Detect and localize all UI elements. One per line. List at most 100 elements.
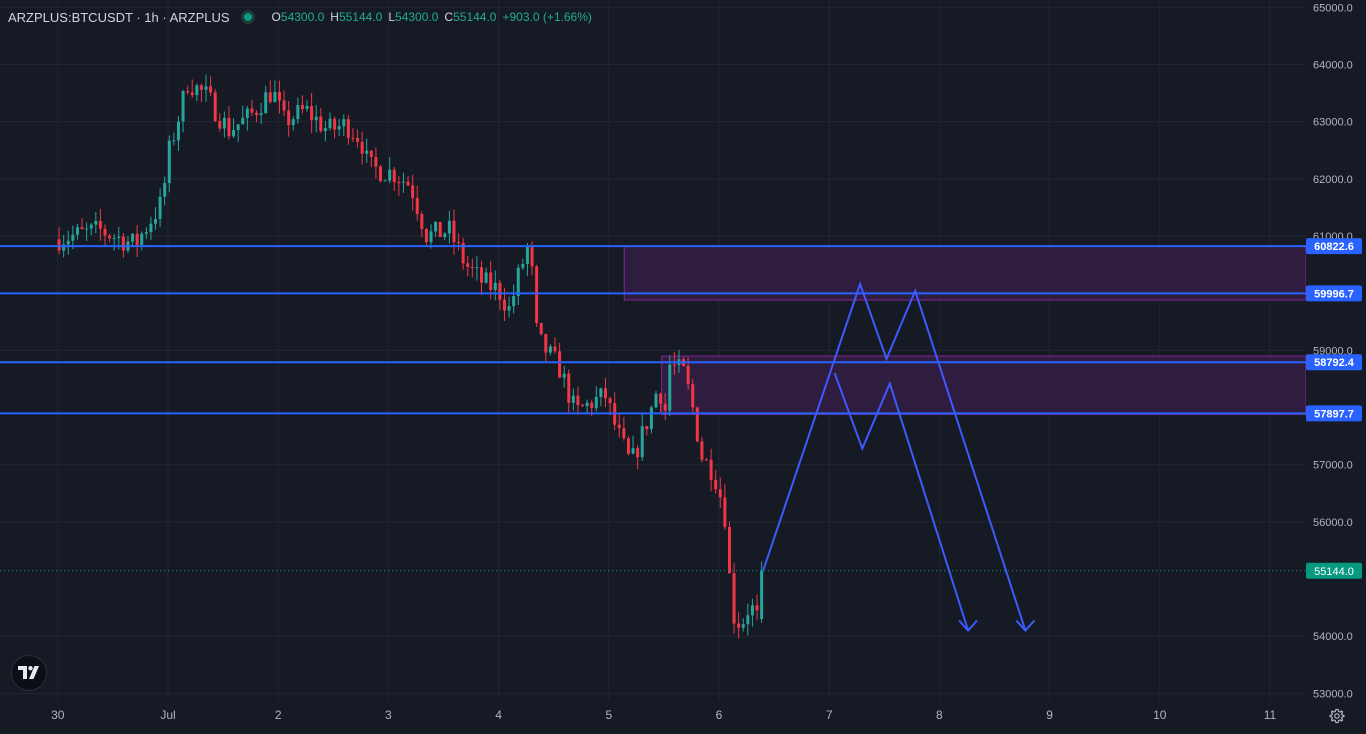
candle-body[interactable] [80, 227, 84, 229]
candle-body[interactable] [727, 527, 731, 574]
candle-body[interactable] [374, 157, 378, 167]
candle-body[interactable] [71, 234, 75, 241]
candle-body[interactable] [429, 231, 433, 243]
candle-body[interactable] [525, 245, 529, 264]
time-axis-panel[interactable] [0, 700, 1306, 729]
candle-body[interactable] [282, 100, 286, 111]
candle-body[interactable] [571, 395, 575, 403]
candle-body[interactable] [599, 388, 603, 397]
candle-body[interactable] [475, 267, 479, 269]
candle-body[interactable] [484, 272, 488, 283]
candle-body[interactable] [186, 91, 190, 93]
candle-body[interactable] [452, 220, 456, 243]
candle-body[interactable] [176, 121, 180, 141]
projection-drawing-line[interactable] [833, 372, 970, 631]
candle-body[interactable] [356, 138, 360, 142]
candle-body[interactable] [236, 124, 240, 131]
candle-body[interactable] [112, 237, 116, 239]
candle-body[interactable] [493, 282, 497, 290]
candle-body[interactable] [268, 92, 272, 103]
candle-body[interactable] [397, 182, 401, 184]
symbol-title[interactable]: ARZPLUS:BTCUSDT · 1h · ARZPLUS [8, 9, 230, 25]
candle-body[interactable] [466, 263, 470, 268]
candle-body[interactable] [259, 113, 263, 115]
candle-body[interactable] [346, 119, 350, 138]
candle-body[interactable] [255, 112, 259, 115]
candle-body[interactable] [163, 183, 167, 197]
candle-body[interactable] [562, 373, 566, 378]
candle-body[interactable] [502, 299, 506, 311]
candle-body[interactable] [585, 402, 589, 407]
candle-body[interactable] [686, 365, 690, 385]
candle-body[interactable] [750, 605, 754, 616]
candle-body[interactable] [167, 140, 171, 184]
candle-body[interactable] [209, 86, 213, 93]
candle-body[interactable] [626, 438, 630, 454]
candle-body[interactable] [85, 228, 89, 230]
candle-body[interactable] [310, 105, 314, 121]
candle-body[interactable] [154, 218, 158, 224]
candle-body[interactable] [131, 233, 135, 242]
candle-body[interactable] [369, 150, 373, 158]
candle-body[interactable] [631, 448, 635, 454]
candle-body[interactable] [190, 92, 194, 96]
candle-body[interactable] [121, 236, 125, 251]
candle-body[interactable] [319, 116, 323, 132]
candle-body[interactable] [199, 85, 203, 90]
candle-body[interactable] [314, 116, 318, 121]
candle-body[interactable] [98, 220, 102, 229]
candle-body[interactable] [406, 181, 410, 186]
candle-body[interactable] [379, 166, 383, 182]
candle-body[interactable] [755, 605, 759, 611]
candle-body[interactable] [144, 232, 148, 234]
candle-body[interactable] [365, 150, 369, 154]
candle-body[interactable] [548, 346, 552, 353]
candle-body[interactable] [388, 169, 392, 181]
candle-body[interactable] [723, 497, 727, 528]
candle-body[interactable] [760, 570, 764, 620]
candle-body[interactable] [264, 92, 268, 114]
candle-body[interactable] [158, 196, 162, 219]
candle-body[interactable] [277, 92, 281, 101]
candle-body[interactable] [135, 233, 139, 245]
candle-body[interactable] [296, 105, 300, 120]
candle-body[interactable] [672, 364, 676, 366]
candle-body[interactable] [333, 118, 337, 130]
candle-body[interactable] [273, 92, 277, 103]
candle-body[interactable] [323, 128, 327, 132]
candle-body[interactable] [663, 403, 667, 411]
candle-body[interactable] [649, 407, 653, 430]
candle-body[interactable] [392, 169, 396, 183]
candle-body[interactable] [443, 233, 447, 238]
candle-body[interactable] [337, 126, 341, 130]
candle-body[interactable] [75, 227, 79, 235]
candle-body[interactable] [434, 221, 438, 232]
supply-zone[interactable] [661, 355, 1307, 415]
candle-body[interactable] [714, 479, 718, 490]
candle-body[interactable] [581, 405, 585, 407]
candle-body[interactable] [287, 110, 291, 126]
candle-body[interactable] [66, 240, 70, 245]
candle-body[interactable] [567, 373, 571, 403]
candle-body[interactable] [291, 119, 295, 126]
candle-body[interactable] [700, 441, 704, 460]
candle-body[interactable] [461, 242, 465, 264]
projection-drawing-line[interactable] [762, 280, 1027, 631]
candle-body[interactable] [553, 346, 557, 352]
candle-body[interactable] [470, 267, 474, 269]
candle-body[interactable] [401, 181, 405, 183]
candle-body[interactable] [640, 426, 644, 458]
candle-body[interactable] [57, 239, 61, 251]
candle-body[interactable] [516, 267, 520, 296]
candle-body[interactable] [535, 266, 539, 323]
candle-body[interactable] [732, 573, 736, 624]
candle-body[interactable] [108, 235, 112, 239]
candle-body[interactable] [544, 334, 548, 353]
candle-body[interactable] [351, 137, 355, 139]
candle-body[interactable] [420, 214, 424, 230]
candle-body[interactable] [695, 407, 699, 442]
candle-body[interactable] [558, 351, 562, 378]
supply-zone[interactable] [623, 245, 1307, 301]
candle-body[interactable] [415, 197, 419, 215]
